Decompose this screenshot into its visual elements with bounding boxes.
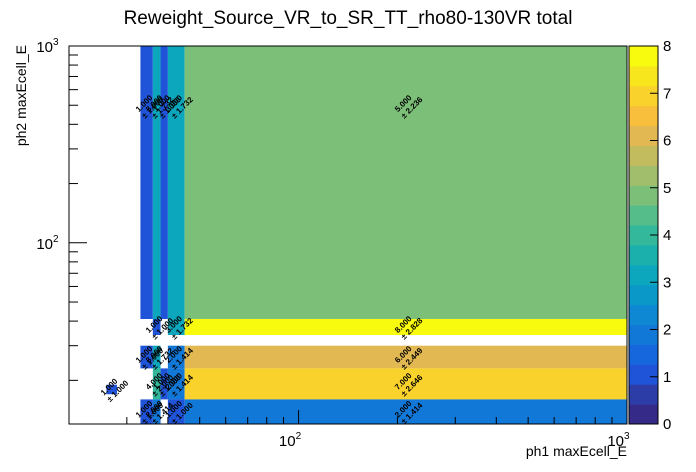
x-axis-label: ph1 maxEcell_E [526,443,627,459]
palette-swatch [629,284,658,306]
palette-tick-label: 3 [663,274,671,291]
heatmap-cell [167,46,185,319]
heatmap-cell [140,46,153,319]
x-tick-exponent: 2 [296,431,302,442]
heatmap-cell [152,399,161,424]
cells-layer [106,46,627,424]
heatmap-cell [140,345,153,369]
y-tick-exponent: 2 [53,234,59,245]
heatmap-cell [106,384,117,395]
palette-swatch [629,364,658,385]
heatmap-cell [152,345,161,369]
palette-swatch [629,344,658,365]
palette-tick-label: 6 [663,133,671,150]
y-tick-label: 10 [36,39,53,56]
y-axis-label: ph2 maxEcell_E [13,45,29,146]
palette-tick-label: 5 [663,180,671,197]
palette-swatch [629,105,658,127]
heatmap-cell [167,399,185,424]
heatmap-cell [167,368,185,400]
palette-swatch [629,65,658,87]
palette-swatch [629,145,658,166]
palette-swatch [629,384,658,405]
heatmap-cell [184,46,627,319]
cell-label-group: 1.000± 1.000 [99,376,131,403]
palette-swatch [629,205,658,226]
palette-swatch [629,304,658,326]
heatmap-cell [160,46,168,319]
palette-swatch [629,225,658,246]
heatmap-cell [184,399,627,424]
heatmap-cell [184,368,627,400]
x-axis-ticks: 10 2 10 3 [68,410,630,450]
heatmap-cell [152,46,161,319]
heatmap-cell [167,345,185,369]
heatmap-cell [160,368,168,400]
heatmap-cell [167,318,185,335]
y-tick-label: 10 [36,236,53,253]
plot-frame [68,45,628,425]
palette-tick-label: 8 [663,38,671,55]
palette-swatch [629,264,658,286]
palette-tick-label: 7 [663,85,671,102]
heatmap-cell [152,318,161,335]
palette-swatch [629,244,658,266]
heatmap-cell [184,345,627,369]
palette-tick-label: 1 [663,369,671,386]
y-tick-exponent: 3 [53,37,59,48]
heatmap-cell [152,368,161,400]
x-tick-label: 10 [607,433,624,450]
color-palette: 0 1 2 3 4 5 6 7 8 [628,38,671,433]
palette-tick-label: 4 [663,227,671,244]
x-tick-exponent: 3 [624,431,630,442]
palette-swatch [629,165,658,186]
palette-swatch [629,404,658,425]
palette-swatch [629,185,658,206]
palette-tick-label: 0 [663,416,671,433]
palette-swatch [629,46,658,67]
palette-tick-label: 2 [663,322,671,339]
palette-swatch [629,324,658,345]
palette-swatch [629,85,658,107]
chart-title: Reweight_Source_VR_to_SR_TT_rho80-130VR … [124,8,573,29]
palette-swatch [629,125,658,146]
heatmap-cell [184,318,627,335]
x-tick-label: 10 [279,433,296,450]
heatmap-cell [140,399,153,424]
